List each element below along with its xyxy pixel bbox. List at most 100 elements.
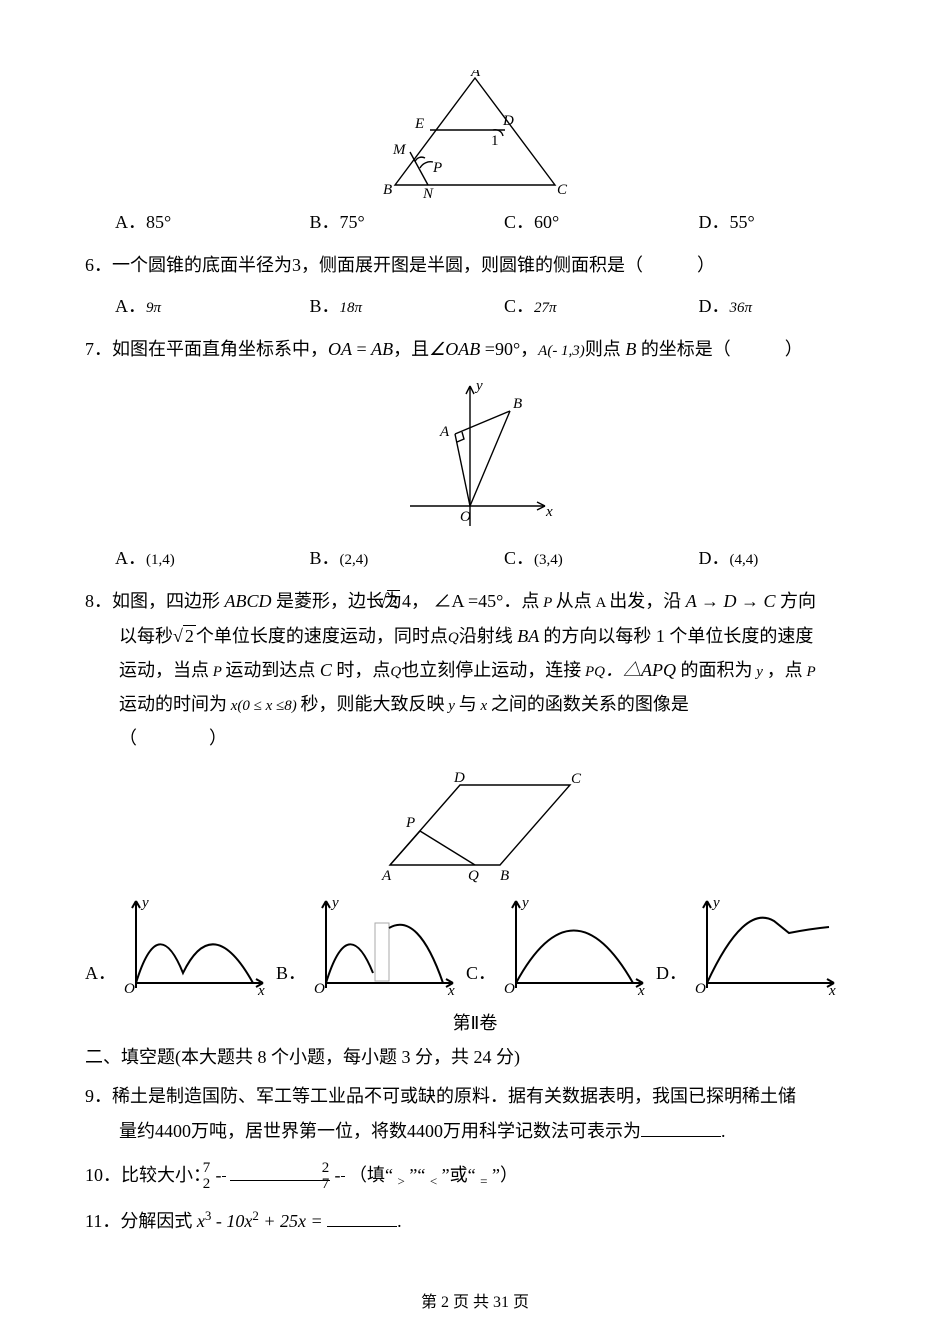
q8-l4c: 与 bbox=[459, 694, 477, 714]
q8-Q: Q bbox=[448, 630, 459, 646]
q7: 7．如图在平面直角坐标系中，OA = AB，且∠OAB =90°，A(- 1,3… bbox=[85, 332, 865, 366]
q6-B-val: 18π bbox=[340, 300, 363, 316]
q8-lC: C bbox=[571, 771, 582, 787]
svg-text:y: y bbox=[520, 895, 529, 911]
q11: 11．分解因式 x3 - 10x2 + 25x = . bbox=[85, 1204, 865, 1238]
q6-D-val: 36π bbox=[730, 300, 753, 316]
q7-Av: (1,4) bbox=[146, 552, 175, 568]
q8-l2c: 沿射线 bbox=[459, 626, 513, 646]
q11-xa: x bbox=[192, 1211, 205, 1231]
q8-lD: D bbox=[453, 770, 465, 786]
lbl-D: D bbox=[502, 113, 514, 129]
q8-Dlbl: D． bbox=[656, 959, 687, 985]
q6: 6．一个圆锥的底面半径为3，侧面展开图是半圆，则圆锥的侧面积是（ ） bbox=[85, 248, 865, 282]
q8-Apt: A bbox=[592, 595, 610, 611]
lbl-C: C bbox=[557, 182, 568, 198]
q8: 8．如图，四边形 ABCD 是菱形，边长为42， ∠A =45°．点 P 从点 … bbox=[85, 584, 865, 755]
svg-text:O: O bbox=[504, 981, 515, 995]
q7-eq: = bbox=[352, 339, 371, 359]
q7-b: ，且 bbox=[393, 339, 429, 359]
q8-P2: P bbox=[209, 664, 225, 680]
fill-head: 二、填空题(本大题共 8 个小题，每小题 3 分，共 24 分) bbox=[85, 1043, 865, 1069]
q7-a: 7．如图在平面直角坐标系中， bbox=[85, 339, 328, 359]
q10-eq: = bbox=[480, 1173, 487, 1188]
q7-Bv: (2,4) bbox=[340, 552, 369, 568]
svg-text:O: O bbox=[124, 981, 135, 995]
page-footer: 第 2 页 共 31 页 bbox=[0, 1288, 950, 1312]
q8-Cpt: C bbox=[315, 660, 336, 680]
q9-l2a: 量约 bbox=[119, 1121, 155, 1141]
q8-s1: 8．如图，四边形 bbox=[85, 591, 220, 611]
q7-oa: OA bbox=[328, 339, 352, 359]
q8-figure: A B C D P Q bbox=[85, 765, 865, 885]
q8-PQ: PQ bbox=[581, 664, 605, 680]
q8-l3a: 运动，当点 bbox=[119, 660, 209, 680]
q8-l2a: 以每秒 bbox=[119, 626, 173, 646]
ft-t: 31 bbox=[493, 1294, 509, 1311]
q8-lA: A bbox=[381, 868, 392, 884]
q8-graphA: Oxy bbox=[118, 893, 270, 995]
svg-text:y: y bbox=[140, 895, 149, 911]
q5-opt-a: A．85° bbox=[115, 208, 282, 234]
q9-l1: 9．稀土是制造国防、军工等工业品不可或缺的原料．据有关数据表明，我国已探明稀土储 bbox=[85, 1079, 865, 1113]
q8-P: P bbox=[539, 595, 555, 611]
q6-D: D． bbox=[699, 296, 730, 316]
q8-l3e: ．△APQ bbox=[605, 660, 676, 680]
q7-ab: AB bbox=[371, 339, 393, 359]
q10-h: （填“ bbox=[349, 1165, 398, 1185]
lbl-B: B bbox=[383, 182, 392, 198]
q9-l2b: 万吨，居世界第一位，将数 bbox=[191, 1121, 407, 1141]
q8-xexpr: x(0 ≤ x ≤8) bbox=[227, 698, 301, 714]
q7-Dv: (4,4) bbox=[730, 552, 759, 568]
q8-Clbl: C． bbox=[466, 959, 496, 985]
q8-BA: BA bbox=[513, 626, 544, 646]
q7-ang: ∠OAB bbox=[429, 339, 480, 359]
q8-Q2: Q bbox=[390, 664, 401, 680]
q10-blank bbox=[230, 1161, 330, 1181]
q7-B: B． bbox=[310, 548, 340, 568]
q5-triangle-svg: A B C E D M N P 1 bbox=[375, 70, 575, 200]
lbl-A: A bbox=[470, 70, 481, 80]
q9-val: 4400 bbox=[155, 1121, 191, 1141]
q9-l2c: 万用科学记数法可表示为 bbox=[443, 1121, 641, 1141]
svg-text:O: O bbox=[314, 981, 325, 995]
q8-lB: B bbox=[500, 868, 509, 884]
ft-p: 2 bbox=[441, 1294, 449, 1311]
q8-P3: P bbox=[803, 664, 816, 680]
q8-l3c: 时，点 bbox=[336, 660, 390, 680]
q6-stem-a: 6．一个圆锥的底面半径为 bbox=[85, 255, 292, 275]
q6-A-val: 9π bbox=[146, 300, 161, 316]
svg-text:x: x bbox=[828, 983, 836, 995]
q8-l3f: 的面积为 bbox=[676, 660, 753, 680]
q8-y2: y bbox=[445, 698, 459, 714]
q10-end: ”） bbox=[488, 1165, 519, 1185]
q7-D: D． bbox=[699, 548, 730, 568]
q6-val: 3 bbox=[292, 255, 301, 275]
q8-l4d: 之间的函数关系的图像是 bbox=[491, 694, 689, 714]
lbl-P: P bbox=[432, 160, 442, 176]
q7-c: 则点 bbox=[585, 339, 621, 359]
q6-options: A．9π B．18π C．27π D．36π bbox=[115, 292, 865, 318]
q5-opt-d: D．55° bbox=[699, 208, 866, 234]
q7-Bpt: B bbox=[621, 339, 641, 359]
q8-l2d: 的方向以每秒 1 个单位长度的速度 bbox=[543, 626, 813, 646]
q8-s6: 方向 bbox=[780, 591, 816, 611]
q8-l3d: 也立刻停止运动，连接 bbox=[401, 660, 581, 680]
lbl-E: E bbox=[414, 116, 424, 132]
ft-a: 第 bbox=[421, 1294, 441, 1311]
q8-s3: ， ∠A =45°．点 bbox=[411, 591, 539, 611]
q8-graphD: Ox y bbox=[689, 893, 841, 995]
q10-f2n: 2 bbox=[341, 1161, 345, 1177]
svg-text:O: O bbox=[695, 981, 706, 995]
q8-option-graphs: A． Oxy B． Oxy C． bbox=[85, 893, 865, 995]
svg-text:y: y bbox=[711, 895, 720, 911]
q7-lbly: y bbox=[474, 378, 483, 394]
svg-text:x: x bbox=[447, 983, 455, 995]
q9: 9．稀土是制造国防、军工等工业品不可或缺的原料．据有关数据表明，我国已探明稀土储… bbox=[85, 1079, 865, 1147]
q7-lblx: x bbox=[545, 504, 553, 520]
q7-Apt: A(- 1,3) bbox=[538, 343, 585, 359]
q7-figure: A B O x y bbox=[85, 376, 865, 536]
q10: 10．比较大小： -72 -27 （填“ > ”“ < ”或“ = ”） bbox=[85, 1158, 865, 1194]
q5-opt-b: B．75° bbox=[310, 208, 477, 234]
q9-p: . bbox=[721, 1121, 726, 1141]
